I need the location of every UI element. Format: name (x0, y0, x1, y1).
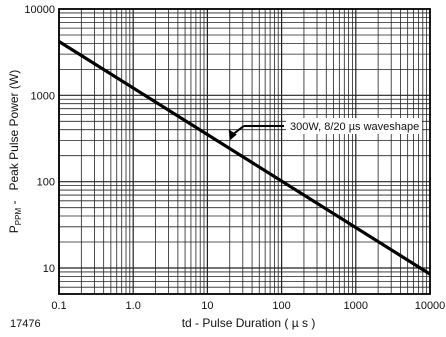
x-tick-label: 0.1 (51, 300, 66, 312)
y-axis-title-subscript: PPM (14, 208, 23, 226)
y-axis-title-rest: - Peak Pulse Power (W) (7, 70, 21, 208)
series-line (58, 40, 431, 276)
major-grid (58, 9, 430, 294)
minor-grid (59, 9, 430, 295)
y-axis-title: PPPM - Peak Pulse Power (W) (7, 70, 23, 233)
x-tick-label: 1.0 (126, 300, 141, 312)
y-tick-labels: 10 100 1000 10000 (24, 4, 55, 275)
y-tick-label: 10 (43, 263, 55, 275)
y-tick-label: 10000 (24, 4, 55, 16)
plot-frame (58, 8, 431, 295)
figure-id: 17476 (10, 318, 41, 330)
x-tick-label: 10 (201, 300, 213, 312)
x-tick-labels: 0.1 1.0 10 100 1000 10000 (51, 300, 445, 312)
annotation-arrowhead (228, 129, 237, 141)
x-tick-label: 100 (272, 300, 290, 312)
y-tick-label: 1000 (31, 90, 55, 102)
annotation-leader-diagonal (232, 125, 245, 136)
x-axis-title: td - Pulse Duration ( µ s ) (182, 316, 316, 330)
x-tick-label: 10000 (415, 300, 446, 312)
y-axis-title-main: P (7, 225, 21, 233)
y-tick-label: 100 (37, 177, 55, 189)
annotation-background (286, 118, 422, 134)
annotation-label: 300W, 8/20 µs waveshape (290, 121, 419, 133)
x-tick-label: 1000 (344, 300, 368, 312)
